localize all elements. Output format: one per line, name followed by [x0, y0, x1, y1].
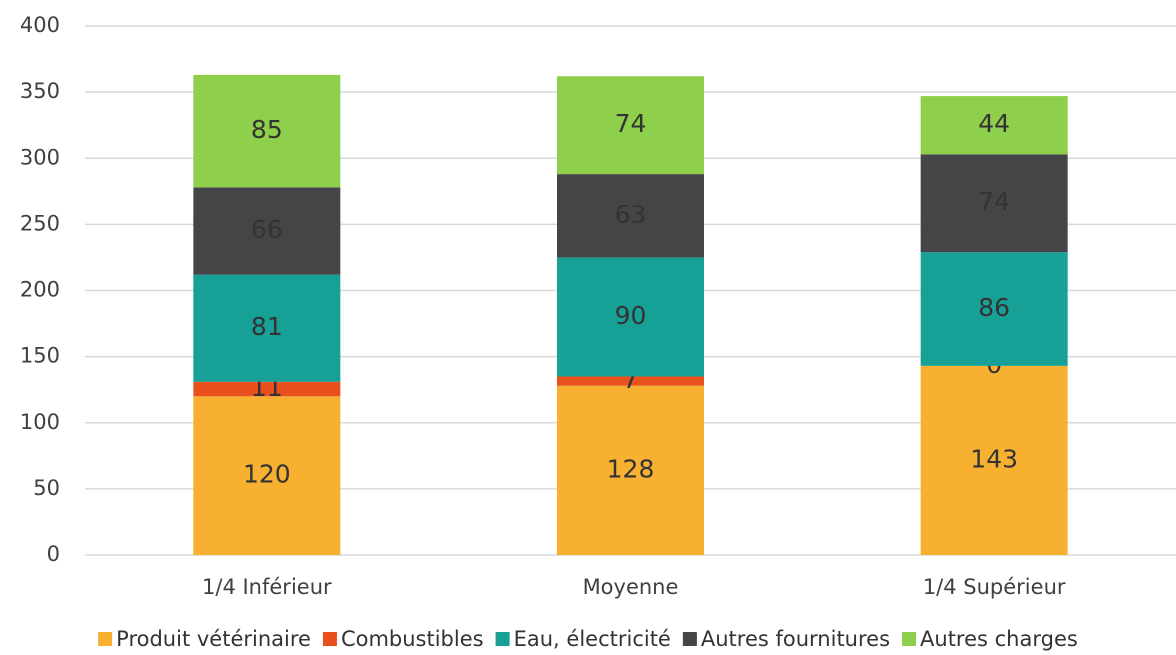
- data-label: 74: [615, 109, 647, 138]
- bar-segment: [557, 174, 704, 258]
- data-label: 74: [978, 187, 1010, 216]
- y-tick-label: 50: [33, 476, 60, 500]
- legend: Produit vétérinaire Combustibles Eau, élec…: [98, 627, 1078, 651]
- legend-swatch: [495, 632, 510, 646]
- data-label: 44: [978, 109, 1010, 138]
- legend-swatch: [322, 632, 337, 646]
- data-label: 81: [251, 312, 283, 341]
- legend-label: Autres fournitures: [701, 627, 890, 651]
- data-label: 86: [978, 293, 1010, 322]
- legend-label: Eau, électricité: [514, 627, 671, 651]
- bar-segment: [193, 396, 341, 555]
- data-label: 120: [243, 460, 291, 489]
- bar-segment: [557, 76, 704, 175]
- bar-segment: [920, 154, 1068, 253]
- y-tick-label: 150: [20, 344, 60, 368]
- bar-segment: [557, 376, 704, 386]
- legend-swatch: [98, 632, 113, 646]
- x-tick-label: Moyenne: [583, 575, 679, 599]
- y-tick-label: 100: [20, 410, 60, 434]
- y-tick-label: 400: [20, 13, 60, 37]
- data-label: 85: [251, 115, 283, 144]
- bar-segment: [557, 385, 704, 555]
- data-label: 66: [251, 215, 283, 244]
- bar-segment: [193, 187, 341, 275]
- bar-segment: [920, 252, 1068, 366]
- bar-segment: [920, 96, 1068, 155]
- data-label: 143: [970, 444, 1018, 473]
- y-tick-label: 350: [20, 79, 60, 103]
- legend-label: Produit vétérinaire: [116, 627, 311, 651]
- y-tick-label: 300: [20, 145, 60, 169]
- bar-segment: [193, 381, 341, 397]
- bar-segment: [193, 74, 341, 188]
- legend-swatch: [682, 632, 697, 646]
- y-tick-label: 200: [20, 278, 60, 302]
- data-label: 90: [615, 301, 647, 330]
- bar-segment: [557, 257, 704, 377]
- bar-segment: [193, 274, 341, 382]
- legend-swatch: [902, 632, 917, 646]
- data-label: 63: [615, 200, 647, 229]
- legend-label: Autres charges: [920, 627, 1078, 651]
- x-tick-label: 1/4 Inférieur: [202, 575, 332, 599]
- legend-label: Combustibles: [341, 627, 484, 651]
- x-tick-label: 1/4 Supérieur: [923, 575, 1066, 599]
- y-tick-label: 0: [47, 542, 60, 566]
- y-tick-label: 250: [20, 211, 60, 235]
- data-label: 128: [607, 454, 655, 483]
- bar-segment: [920, 365, 1068, 555]
